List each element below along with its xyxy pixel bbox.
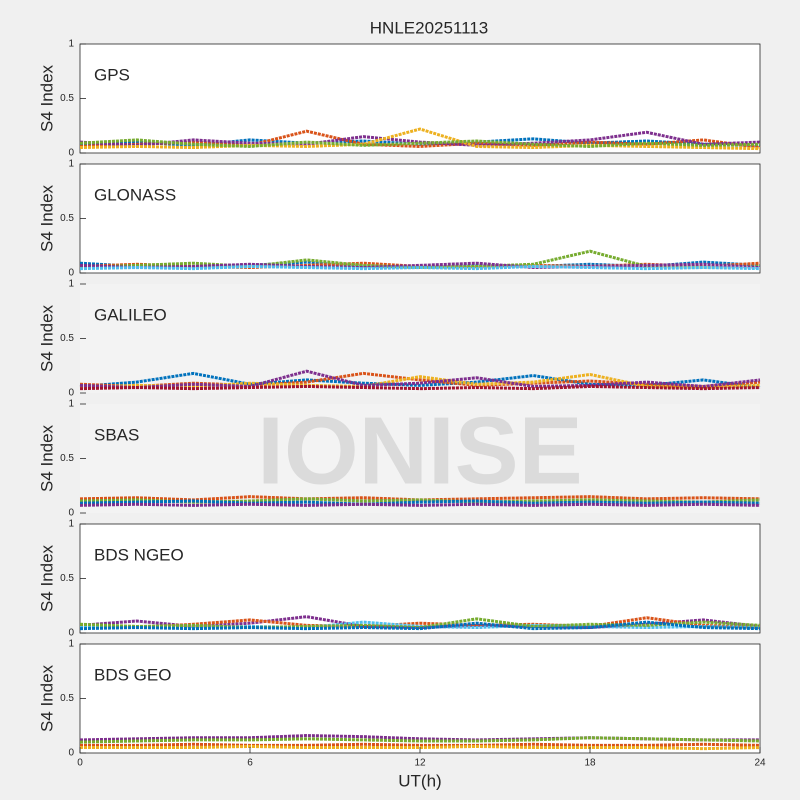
series-line [80,742,761,747]
y-tick-label: 1 [68,639,74,650]
y-tick-label: 0.5 [60,693,74,704]
y-tick-label: 0.5 [60,573,74,584]
panel: 0 0.5 1 GALILEO S4 Index [37,279,761,399]
y-axis-label: S4 Index [37,544,56,612]
series-line [79,129,761,150]
y-tick-label: 0.5 [60,333,74,344]
panel-label: GLONASS [94,185,176,204]
series-line [79,127,761,151]
series-line [79,736,761,744]
x-tick-label: 18 [584,758,596,769]
panel-label: GPS [94,65,130,84]
y-tick-label: 1 [68,39,74,50]
y-axis-label: S4 Index [37,424,56,492]
y-tick-label: 1 [68,159,74,170]
y-tick-label: 0 [68,388,74,399]
x-tick-label: 12 [414,758,426,769]
y-axis-label: S4 Index [37,664,56,732]
y-tick-label: 1 [68,519,74,530]
y-axis-label: S4 Index [37,304,56,372]
plot-area [79,163,761,274]
figure-title: HNLE20251113 [370,18,488,37]
x-tick-label: 0 [77,758,83,769]
watermark: IONISE [257,397,582,504]
panel-label: BDS GEO [94,665,171,684]
y-tick-label: 0 [68,748,74,759]
series-line [79,620,761,631]
y-tick-label: 0 [68,148,74,159]
panel-label: GALILEO [94,305,167,324]
y-tick-label: 0 [68,508,74,519]
y-tick-label: 1 [68,279,74,290]
series-line [79,138,761,148]
y-tick-label: 0.5 [60,213,74,224]
y-axis-label: S4 Index [37,184,56,252]
y-tick-label: 0.5 [60,453,74,464]
y-tick-label: 0 [68,268,74,279]
panel: 0 0.5 1 GLONASS S4 Index [37,159,761,279]
panel: 0 0.5 1 BDS NGEO S4 Index [37,519,761,639]
panel-label: BDS NGEO [94,545,184,564]
plot-area [80,404,760,513]
y-tick-label: 0.5 [60,93,74,104]
series-line [79,499,761,506]
x-tick-label: 24 [754,758,766,769]
series-line [79,369,761,390]
plot-area [79,43,761,154]
panel: 0 0.5 1 SBAS S4 Index [37,399,761,519]
plot-area [79,523,761,634]
panel-label: SBAS [94,425,139,444]
series-line [79,261,761,270]
plot-area [79,643,761,754]
series-line [79,264,761,271]
y-axis-label: S4 Index [37,64,56,132]
x-axis-label: UT(h) [398,771,441,790]
y-tick-label: 0 [68,628,74,639]
series-line [79,384,761,391]
panel: 0 0.5 1 0 6 12 18 24 BDS GEO S4 Index [37,639,766,769]
y-tick-label: 1 [68,399,74,410]
panel: 0 0.5 1 GPS S4 Index [37,39,761,159]
series-line [79,502,761,507]
x-tick-label: 6 [247,758,253,769]
